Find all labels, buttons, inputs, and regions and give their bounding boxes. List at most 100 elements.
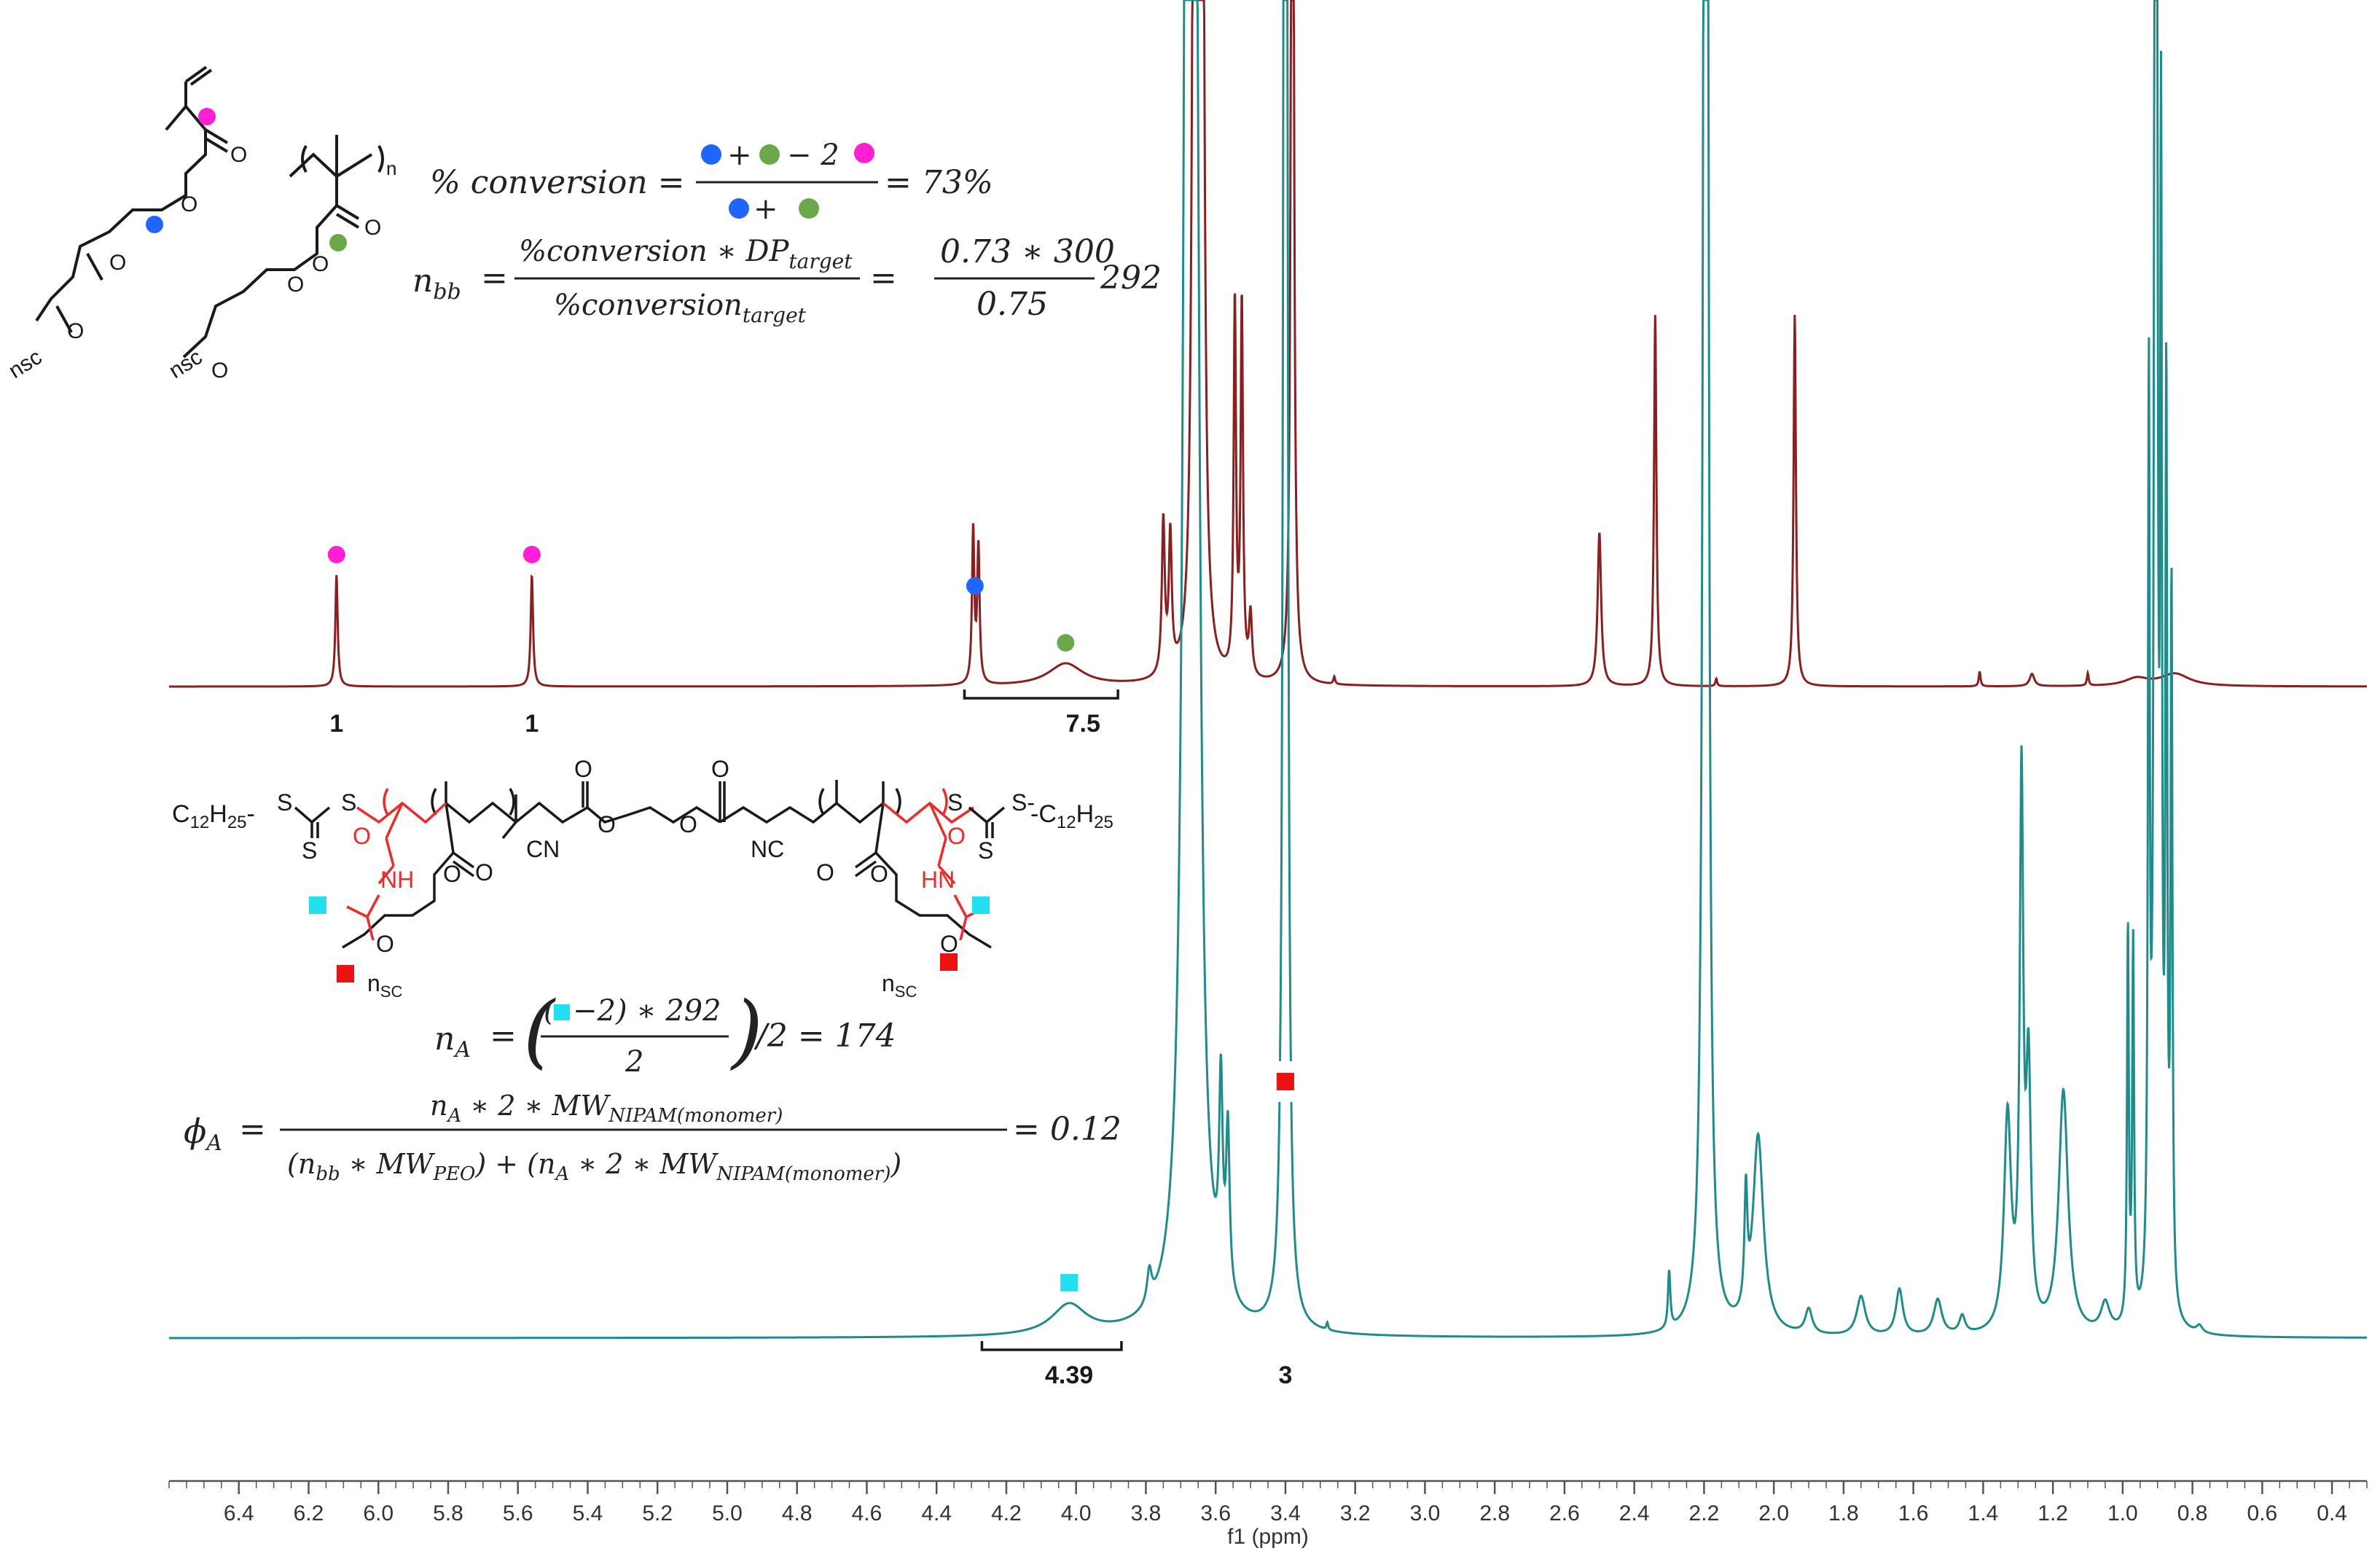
right-nsc-n: n [882, 970, 895, 996]
phi-den-a: (n [287, 1148, 316, 1180]
x-tick-label: 3.2 [1340, 1501, 1371, 1525]
nA-tail: /2 = 174 [753, 1017, 896, 1055]
vinyl-proton-dot [198, 108, 216, 125]
ester-carbonyl-O-2: O [711, 756, 729, 782]
x-tick-label: 2.4 [1619, 1501, 1650, 1525]
x-tick-label: 0.8 [2177, 1501, 2208, 1525]
polymer-ester-O: O [312, 252, 329, 276]
x-tick-label: 4.4 [921, 1501, 952, 1525]
conversion-den-blue-dot [729, 198, 749, 219]
x-tick-label: 2.8 [1479, 1501, 1510, 1525]
x-tick-label: 1.6 [1898, 1501, 1929, 1525]
peak-marker-circle [966, 577, 984, 595]
conversion-num-magenta-dot [854, 143, 874, 163]
phi-num-rest: ∗ 2 ∗ MW [461, 1090, 611, 1122]
left-isopropyl-square [309, 896, 326, 914]
x-tick-label: 2.2 [1689, 1501, 1720, 1525]
x-tick-label: 2.0 [1758, 1501, 1789, 1525]
phi-den-b: ∗ MW [340, 1148, 436, 1180]
svg-text:+: + [727, 138, 752, 172]
conversion-lhs: % conversion = [430, 164, 685, 201]
conversion-equation: % conversion = + − 2 + = 73% [430, 138, 993, 226]
x-tick-label: 2.6 [1549, 1501, 1580, 1525]
nbb-num: %conversion ∗ DP [519, 235, 789, 268]
x-tick-label: 3.6 [1200, 1501, 1231, 1525]
phi-den-c: ) + (n [474, 1148, 555, 1180]
nbb-lhs: n [412, 262, 433, 300]
peak-marker-circle [1057, 633, 1075, 652]
left-S-thione: S [302, 837, 317, 864]
monomer-O-2: O [67, 319, 84, 343]
left-peg-ether-O: O [376, 931, 394, 957]
triblock-structure: C12H25- S S S [172, 756, 1113, 1001]
svg-text:ϕA: ϕA [184, 1111, 222, 1156]
x-tick-label: 6.2 [294, 1501, 324, 1525]
nA-equation: nA = ( ( −2) ∗ 292 2 ) /2 = 174 [434, 984, 896, 1079]
right-NC: NC [751, 836, 784, 862]
left-peg-ester-O: O [443, 861, 461, 887]
left-peg-carbonyl-O: O [475, 859, 493, 886]
x-tick-label: 5.6 [503, 1501, 533, 1525]
polymer-ether-O: O [287, 273, 304, 297]
svg-text:): ) [730, 984, 763, 1077]
x-axis: 6.4 6.2 6.0 5.8 5.6 5.4 5.2 5.0 4.8 4.6 4.4 4.2 4.0 3… [168, 1480, 2368, 1525]
right-S-dash: S- [1011, 789, 1035, 816]
svg-text:nA ∗ 2 ∗ MWNIPAM(monomer): nA ∗ 2 ∗ MWNIPAM(monomer) [430, 1090, 783, 1127]
left-nsc-sub: SC [380, 982, 403, 1001]
left-c12h25-c: C [172, 800, 190, 828]
x-tick-label: 3.4 [1270, 1501, 1301, 1525]
x-tick-label: 5.0 [712, 1501, 743, 1525]
nbb-den2: 0.75 [976, 286, 1048, 323]
x-tick-label: 4.6 [852, 1501, 882, 1525]
right-peg-ester-O: O [870, 861, 888, 887]
monomer-nsc-label: nsc [4, 345, 46, 383]
peak-marker-circle [327, 545, 345, 563]
polymer-nsc-label: nsc [165, 345, 206, 383]
right-isopropyl-square [972, 896, 990, 914]
x-tick-label: 4.0 [1061, 1501, 1092, 1525]
x-tick-label: 1.4 [1968, 1501, 1999, 1525]
nA-lhs: n [434, 1020, 455, 1058]
nbb-den-sub: target [743, 303, 807, 327]
peak-markers-layer [327, 545, 1295, 1291]
integrals-layer: 1 1 7.5 4.39 3 [329, 689, 1292, 1389]
polymer-carbonyl-O: O [364, 216, 381, 240]
svg-text:%conversion ∗ DPtarget: %conversion ∗ DPtarget [519, 235, 853, 273]
nbb-equation: nbb = %conversion ∗ DPtarget %conversion… [412, 233, 1162, 327]
peak-marker-square [1276, 1073, 1294, 1090]
svg-text:nbb: nbb [412, 262, 461, 305]
polymer-O-2: O [211, 359, 228, 383]
phi-den-c-sub: A [554, 1163, 569, 1185]
right-HN: HN [921, 867, 955, 893]
integral-label: 4.39 [1045, 1361, 1093, 1389]
right-S1: S [947, 789, 963, 816]
ester-O-1: O [598, 811, 616, 837]
left-amide-O: O [353, 823, 371, 849]
svg-text:+: + [753, 192, 778, 226]
nbb-result: 292 [1100, 259, 1162, 297]
ester-carbonyl-O-1: O [574, 756, 592, 782]
x-tick-label: 1.8 [1828, 1501, 1859, 1525]
phi-num-sub2: NIPAM(monomer) [608, 1105, 783, 1127]
integral-bracket [963, 689, 1119, 700]
x-tick-label: 5.4 [573, 1501, 603, 1525]
conversion-den-green-dot [799, 198, 819, 219]
right-amide-O: O [947, 823, 966, 849]
svg-text:C12H25-: C12H25- [172, 800, 255, 832]
spectrum-line-2 [169, 0, 2368, 1340]
right-c12h25-sub2: 25 [1094, 813, 1113, 832]
nA-den: 2 [625, 1045, 643, 1079]
conversion-num-minus: − 2 [787, 138, 839, 172]
nA-eq: = [490, 1017, 517, 1055]
phi-eq: = [239, 1111, 266, 1148]
conversion-num-blue-dot [701, 144, 721, 165]
right-peg-ether-O: O [940, 931, 958, 957]
nbb-lhs-sub: bb [433, 279, 461, 305]
right-c12h25-h: H [1076, 800, 1095, 828]
svg-text:nSC: nSC [882, 970, 917, 1001]
integral-bracket [980, 1341, 1123, 1351]
nA-cyan-square [554, 1004, 570, 1020]
x-tick-label: 1.2 [2038, 1501, 2068, 1525]
phi-den-a-sub: bb [316, 1163, 340, 1185]
